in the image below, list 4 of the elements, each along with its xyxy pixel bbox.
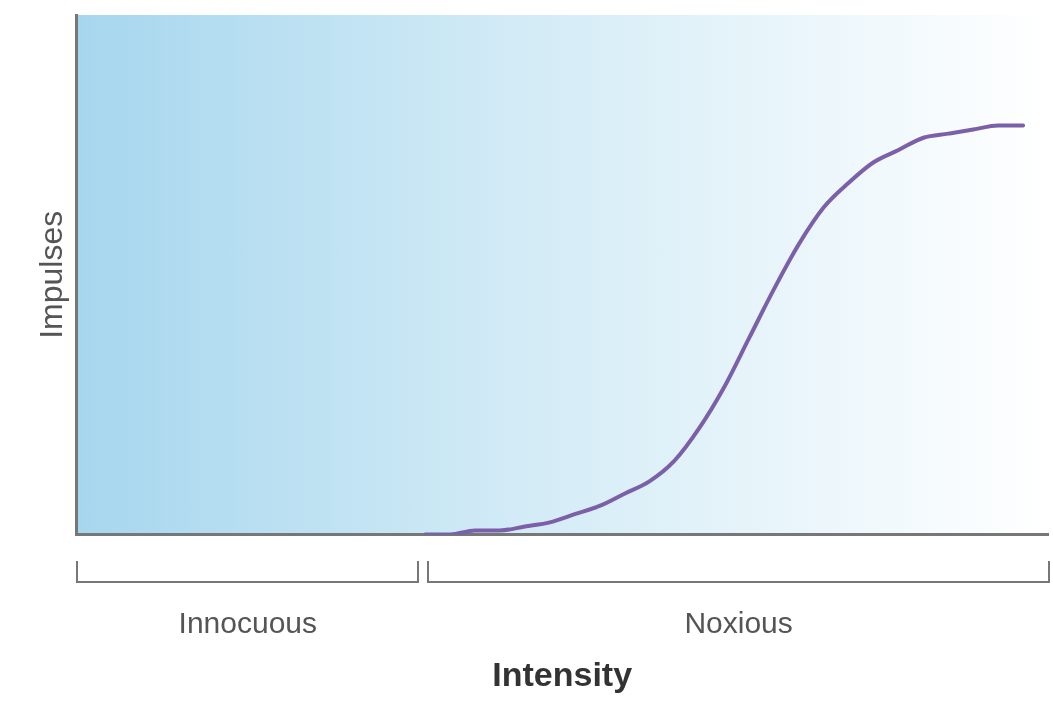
text: Innocuous: [178, 605, 318, 639]
y-axis-title: Impulses: [33, 210, 70, 339]
x-axis-title: Intensity: [492, 654, 633, 693]
text: Noxious: [684, 605, 793, 639]
